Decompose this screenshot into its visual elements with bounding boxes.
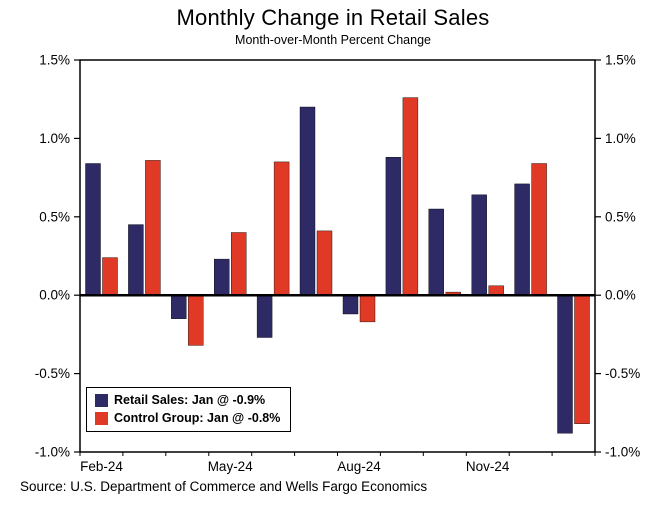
x-axis-label: Feb-24 <box>80 459 123 474</box>
bar-retail-sales-Jan-25 <box>557 294 573 434</box>
bar-control-group-Aug-24 <box>359 294 376 323</box>
y-axis-label-right: -0.5% <box>605 366 640 381</box>
bar-retail-sales-Jun-24 <box>256 294 273 338</box>
y-axis-label-right: 1.5% <box>605 53 636 68</box>
y-axis-label-left: 1.5% <box>39 53 70 68</box>
bar-retail-sales-Nov-24 <box>471 194 487 296</box>
x-axis-label: Nov-24 <box>466 459 510 474</box>
bar-retail-sales-May-24 <box>213 258 230 296</box>
legend-item-retail-sales: Retail Sales: Jan @ -0.9% <box>95 393 280 407</box>
y-axis-label-right: 1.0% <box>605 131 636 146</box>
legend-item-control-group: Control Group: Jan @ -0.8% <box>95 411 280 425</box>
x-axis-label: Aug-24 <box>337 459 381 474</box>
bar-retail-sales-Sep-24 <box>385 156 402 296</box>
y-axis-label-left: -1.0% <box>35 445 70 460</box>
source-note: Source: U.S. Department of Commerce and … <box>20 479 428 494</box>
chart-title: Monthly Change in Retail Sales <box>176 5 490 30</box>
legend: Retail Sales: Jan @ -0.9% Control Group:… <box>86 387 292 432</box>
y-axis-label-right: 0.5% <box>605 209 636 224</box>
bar-control-group-Mar-24 <box>145 160 161 296</box>
chart-subtitle: Month-over-Month Percent Change <box>235 33 431 47</box>
y-axis-label-left: -0.5% <box>35 366 70 381</box>
bar-retail-sales-Apr-24 <box>171 294 187 319</box>
bar-control-group-May-24 <box>230 232 247 296</box>
bar-control-group-Jun-24 <box>273 161 290 296</box>
bar-retail-sales-Oct-24 <box>428 208 444 296</box>
y-axis-label-right: 0.0% <box>605 288 636 303</box>
legend-swatch-control-group <box>95 411 108 425</box>
bar-retail-sales-Jul-24 <box>299 106 316 296</box>
bar-control-group-Jul-24 <box>316 230 333 296</box>
legend-swatch-retail-sales <box>95 393 108 407</box>
bar-chart: 1.5% 1.5% 1.0% 1.0% 0.5% 0.5% 0.0% 0.0% -0.5% -0.… <box>35 53 641 475</box>
legend-label-control-group: Control Group: Jan @ -0.8% <box>114 411 281 425</box>
bar-control-group-Feb-24 <box>102 257 118 296</box>
x-axis-label: May-24 <box>208 459 254 474</box>
y-axis-label-left: 0.0% <box>39 288 70 303</box>
bar-retail-sales-Aug-24 <box>342 294 359 315</box>
bar-control-group-Apr-24 <box>188 294 204 346</box>
bar-retail-sales-Dec-24 <box>514 183 530 296</box>
bar-control-group-Nov-24 <box>488 285 504 296</box>
bar-retail-sales-Feb-24 <box>85 163 101 296</box>
bar-retail-sales-Mar-24 <box>128 224 144 296</box>
bar-control-group-Sep-24 <box>402 97 419 296</box>
legend-label-retail-sales: Retail Sales: Jan @ -0.9% <box>114 393 266 407</box>
y-axis-label-left: 0.5% <box>39 209 70 224</box>
y-axis-label-left: 1.0% <box>39 131 70 146</box>
y-axis-label-right: -1.0% <box>605 445 640 460</box>
bar-control-group-Dec-24 <box>531 163 547 296</box>
bar-control-group-Jan-25 <box>574 294 590 425</box>
